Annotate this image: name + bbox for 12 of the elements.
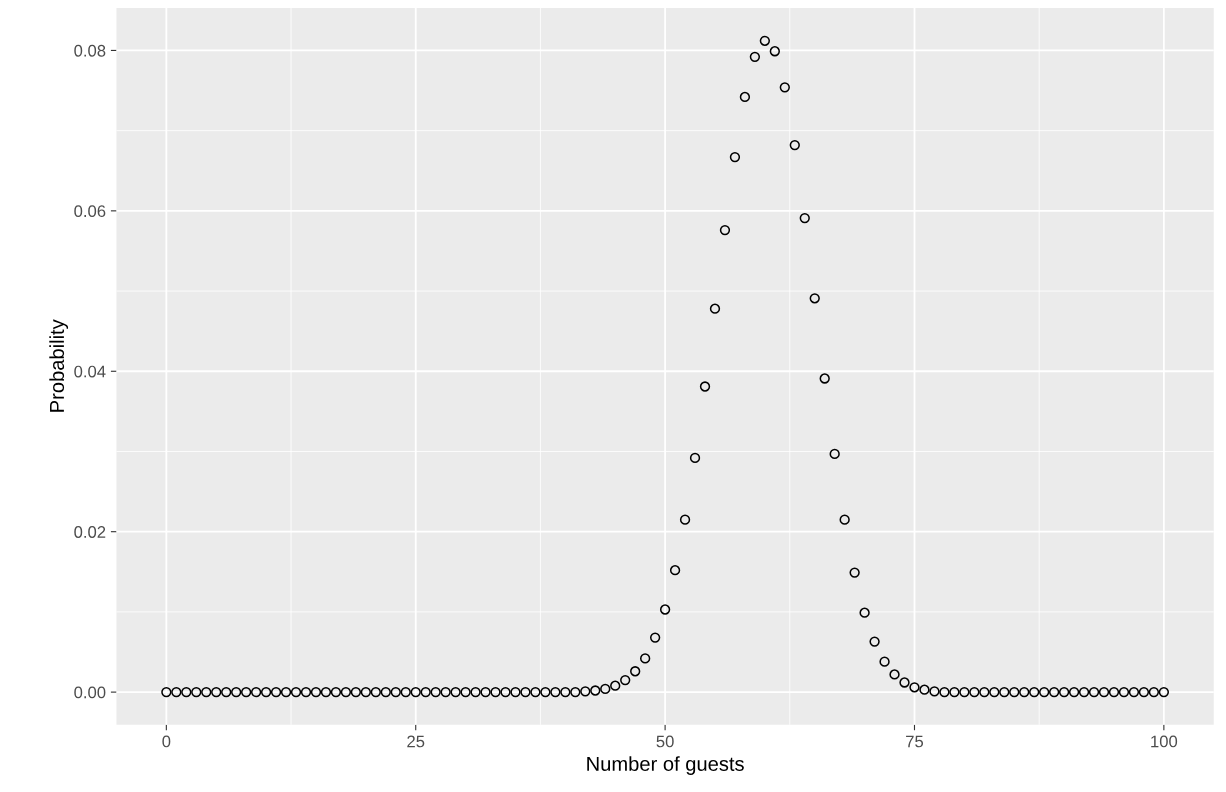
x-tick-label: 50 [656,735,674,748]
y-axis-title: Probability [49,319,69,412]
x-tick-label: 25 [407,735,425,748]
y-tick-label: 0.08 [74,44,106,57]
y-tick-label: 0.00 [74,686,106,699]
x-tick-label: 100 [1151,735,1178,748]
x-tick-label: 75 [906,735,924,748]
y-tick-label: 0.04 [74,365,106,378]
x-axis-title: Number of guests [587,756,744,775]
y-tick-label: 0.02 [74,526,106,538]
x-tick-label: 0 [162,735,171,748]
y-tick-label: 0.06 [74,205,106,218]
